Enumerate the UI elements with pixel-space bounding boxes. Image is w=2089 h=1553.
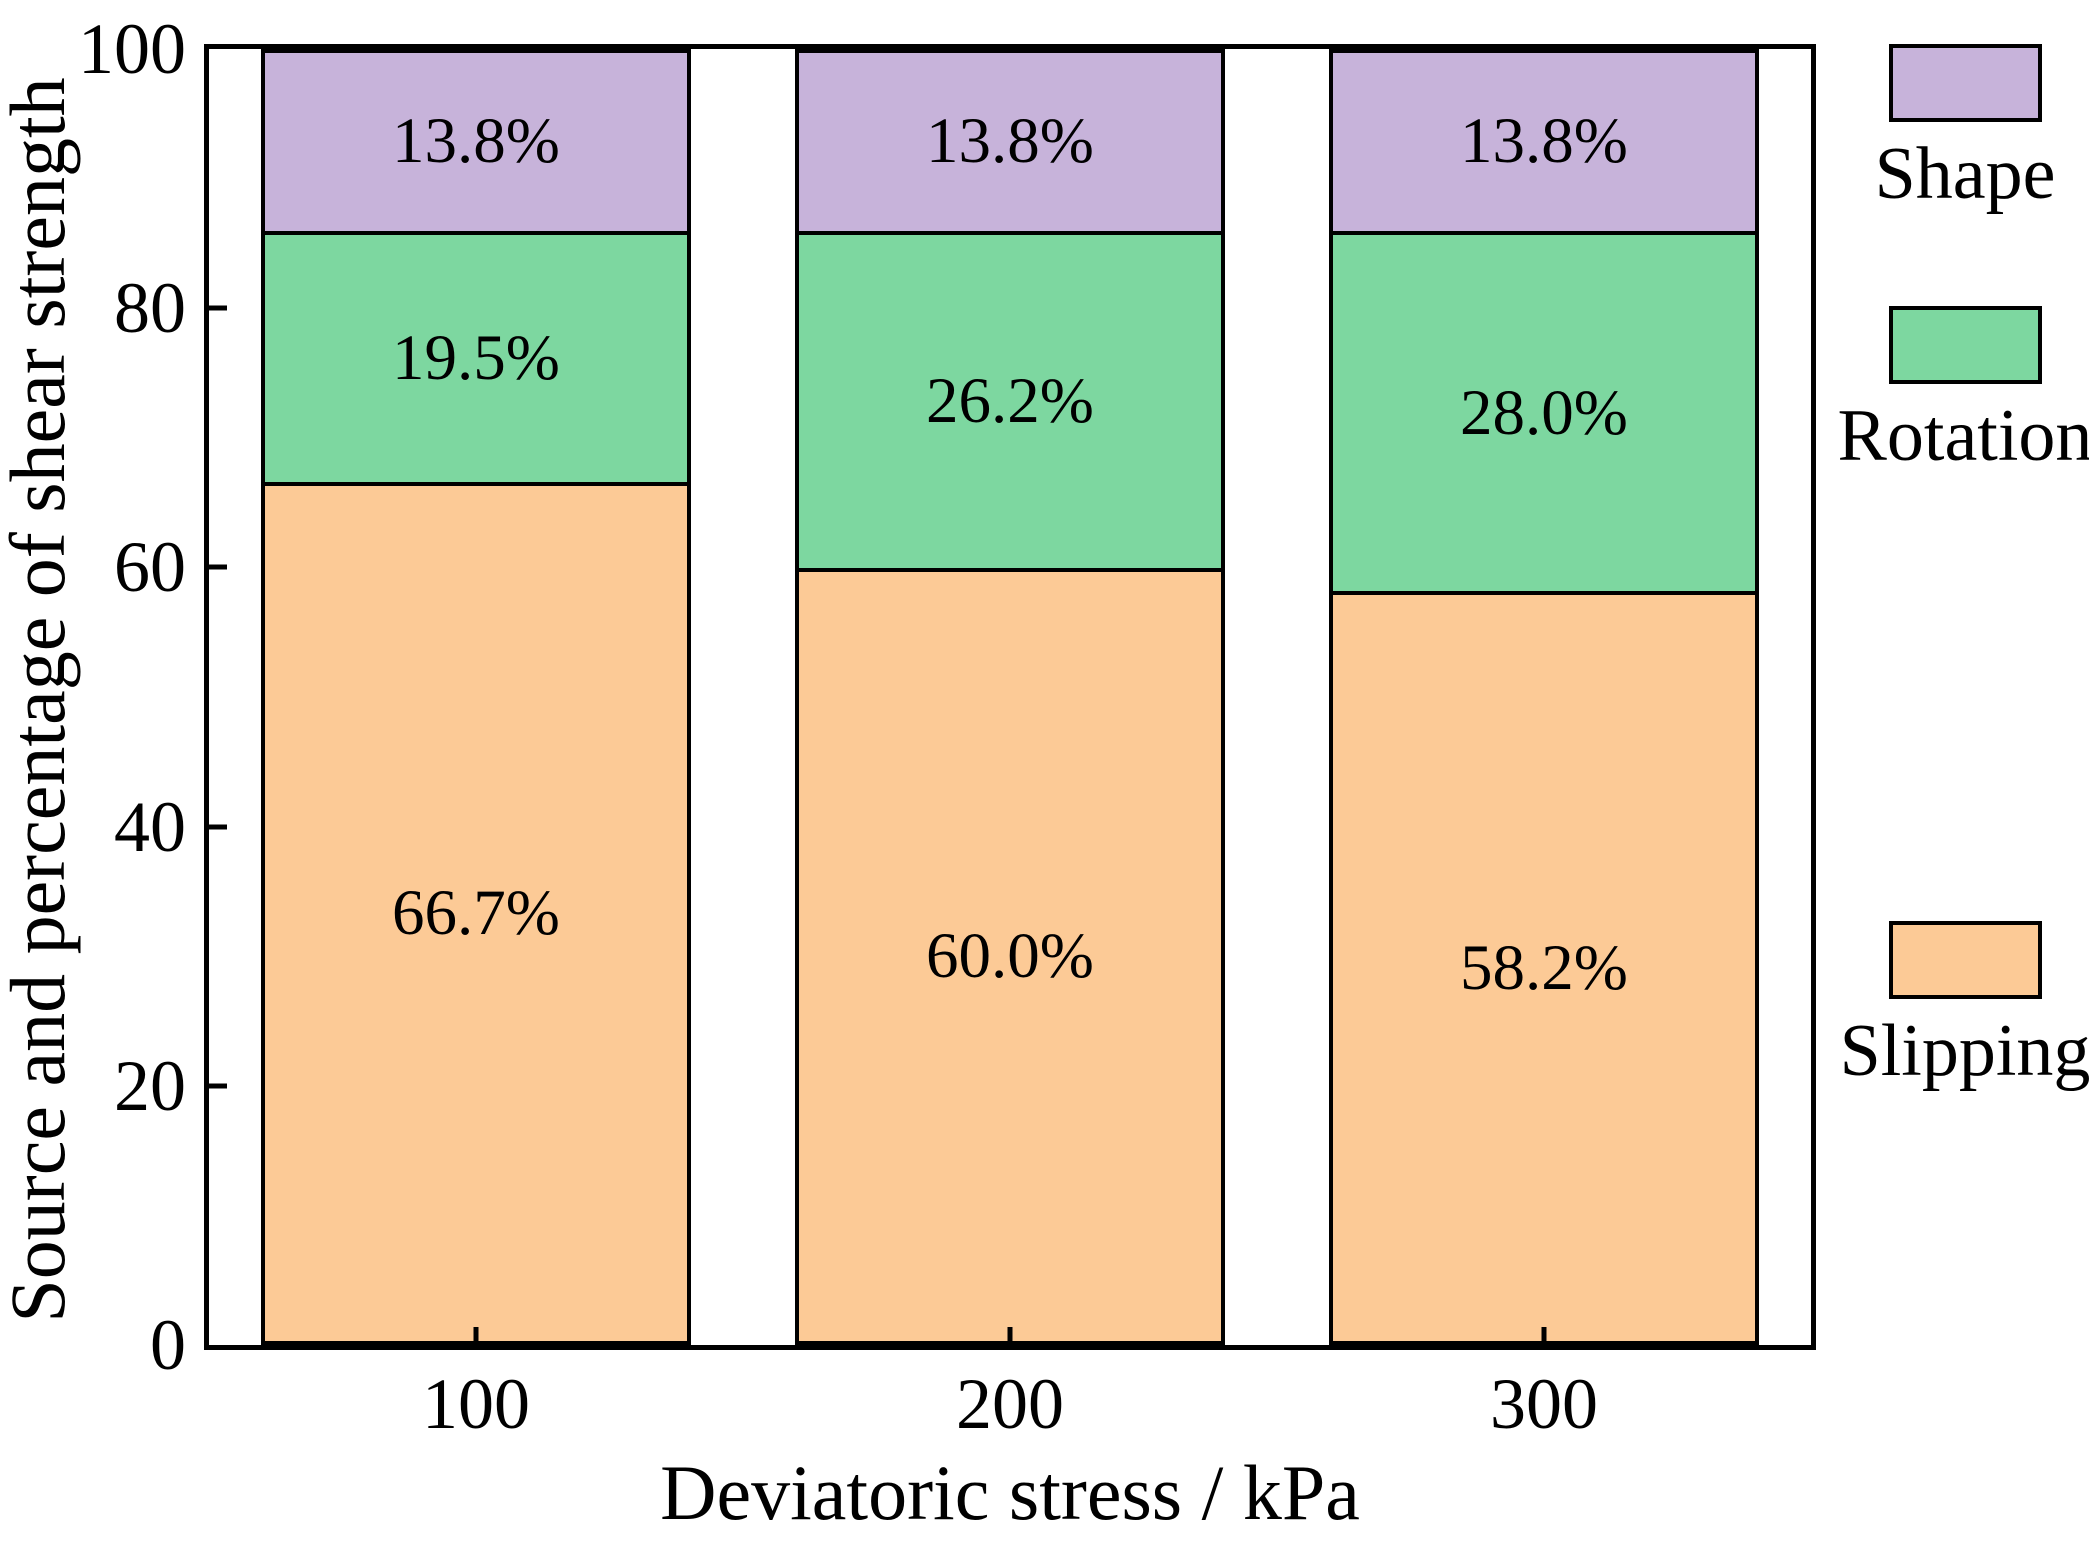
- legend-entry-slipping: Slipping: [1801, 921, 2089, 1094]
- bar-segment-value-label: 26.2%: [926, 364, 1094, 437]
- y-tick-label-0: 0: [150, 1305, 186, 1385]
- x-axis-tick: [1007, 1327, 1013, 1345]
- legend-swatch-shape: [1888, 44, 2042, 122]
- y-tick-label-80: 80: [114, 268, 186, 349]
- y-axis-tick: [209, 824, 227, 830]
- legend-entry-shape: Shape: [1801, 44, 2089, 217]
- y-axis-tick: [209, 305, 227, 311]
- y-axis-title: Source and percentage of shear strength: [0, 77, 81, 1323]
- bar-200: 13.8% 26.2% 60.0%: [795, 49, 1225, 1345]
- bar-segment-value-label: 13.8%: [926, 105, 1094, 178]
- x-axis-tick: [473, 1327, 479, 1345]
- y-tick-label-40: 40: [114, 786, 186, 867]
- legend-entry-rotation: Rotation: [1801, 306, 2089, 479]
- bar-segment-shape: 13.8%: [799, 53, 1221, 231]
- legend-label-rotation: Rotation: [1837, 395, 2089, 477]
- legend-label-shape: Shape: [1874, 133, 2056, 215]
- x-axis-tick: [1541, 1327, 1547, 1345]
- x-tick-label-100: 100: [422, 1364, 530, 1444]
- y-tick-label-100: 100: [78, 9, 186, 89]
- bar-segment-value-label: 60.0%: [926, 920, 1094, 993]
- bar-segment-rotation: 28.0%: [1333, 230, 1755, 592]
- bars-container: 13.8% 19.5% 66.7% 13.8% 26.2% 60.0% 13.8% 28.0%…: [209, 49, 1811, 1345]
- bar-segment-slipping: 60.0%: [799, 568, 1221, 1341]
- y-axis-tick: [209, 564, 227, 570]
- bar-segment-rotation: 19.5%: [265, 230, 687, 482]
- y-tick-label-20: 20: [114, 1045, 186, 1126]
- bar-segment-rotation: 26.2%: [799, 230, 1221, 569]
- x-axis-title: Deviatoric stress / kPa: [660, 1449, 1360, 1536]
- bar-segment-shape: 13.8%: [1333, 53, 1755, 231]
- plot-frame: 13.8% 19.5% 66.7% 13.8% 26.2% 60.0% 13.8% 28.0%…: [204, 44, 1816, 1350]
- bar-segment-value-label: 13.8%: [1460, 105, 1628, 178]
- bar-segment-value-label: 28.0%: [1460, 376, 1628, 449]
- bar-100: 13.8% 19.5% 66.7%: [261, 49, 691, 1345]
- bar-segment-slipping: 58.2%: [1333, 591, 1755, 1341]
- bar-segment-value-label: 19.5%: [392, 321, 560, 394]
- legend-swatch-rotation: [1888, 306, 2042, 384]
- x-tick-label-200: 200: [956, 1364, 1064, 1444]
- y-tick-label-60: 60: [114, 527, 186, 608]
- bar-segment-slipping: 66.7%: [265, 481, 687, 1341]
- bar-segment-value-label: 66.7%: [392, 876, 560, 949]
- y-axis-tick: [209, 1083, 227, 1089]
- bar-segment-shape: 13.8%: [265, 53, 687, 231]
- bar-300: 13.8% 28.0% 58.2%: [1329, 49, 1759, 1345]
- bar-segment-value-label: 13.8%: [392, 105, 560, 178]
- bar-segment-value-label: 58.2%: [1460, 931, 1628, 1004]
- legend-swatch-slipping: [1888, 921, 2042, 999]
- x-tick-label-300: 300: [1490, 1364, 1598, 1444]
- legend-label-slipping: Slipping: [1839, 1010, 2089, 1092]
